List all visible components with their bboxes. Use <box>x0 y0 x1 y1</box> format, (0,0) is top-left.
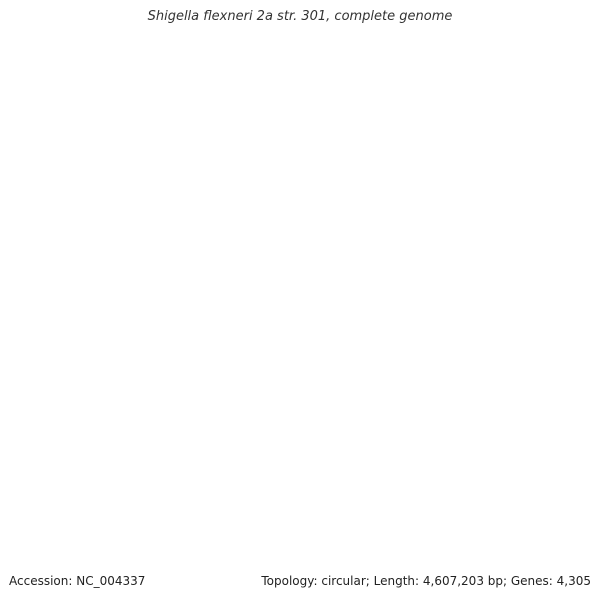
accession-text: Accession: NC_004337 <box>9 574 146 588</box>
map-title: Shigella flexneri 2a str. 301, complete … <box>147 9 453 24</box>
genome-summary-text: Topology: circular; Length: 4,607,203 bp… <box>261 574 591 588</box>
